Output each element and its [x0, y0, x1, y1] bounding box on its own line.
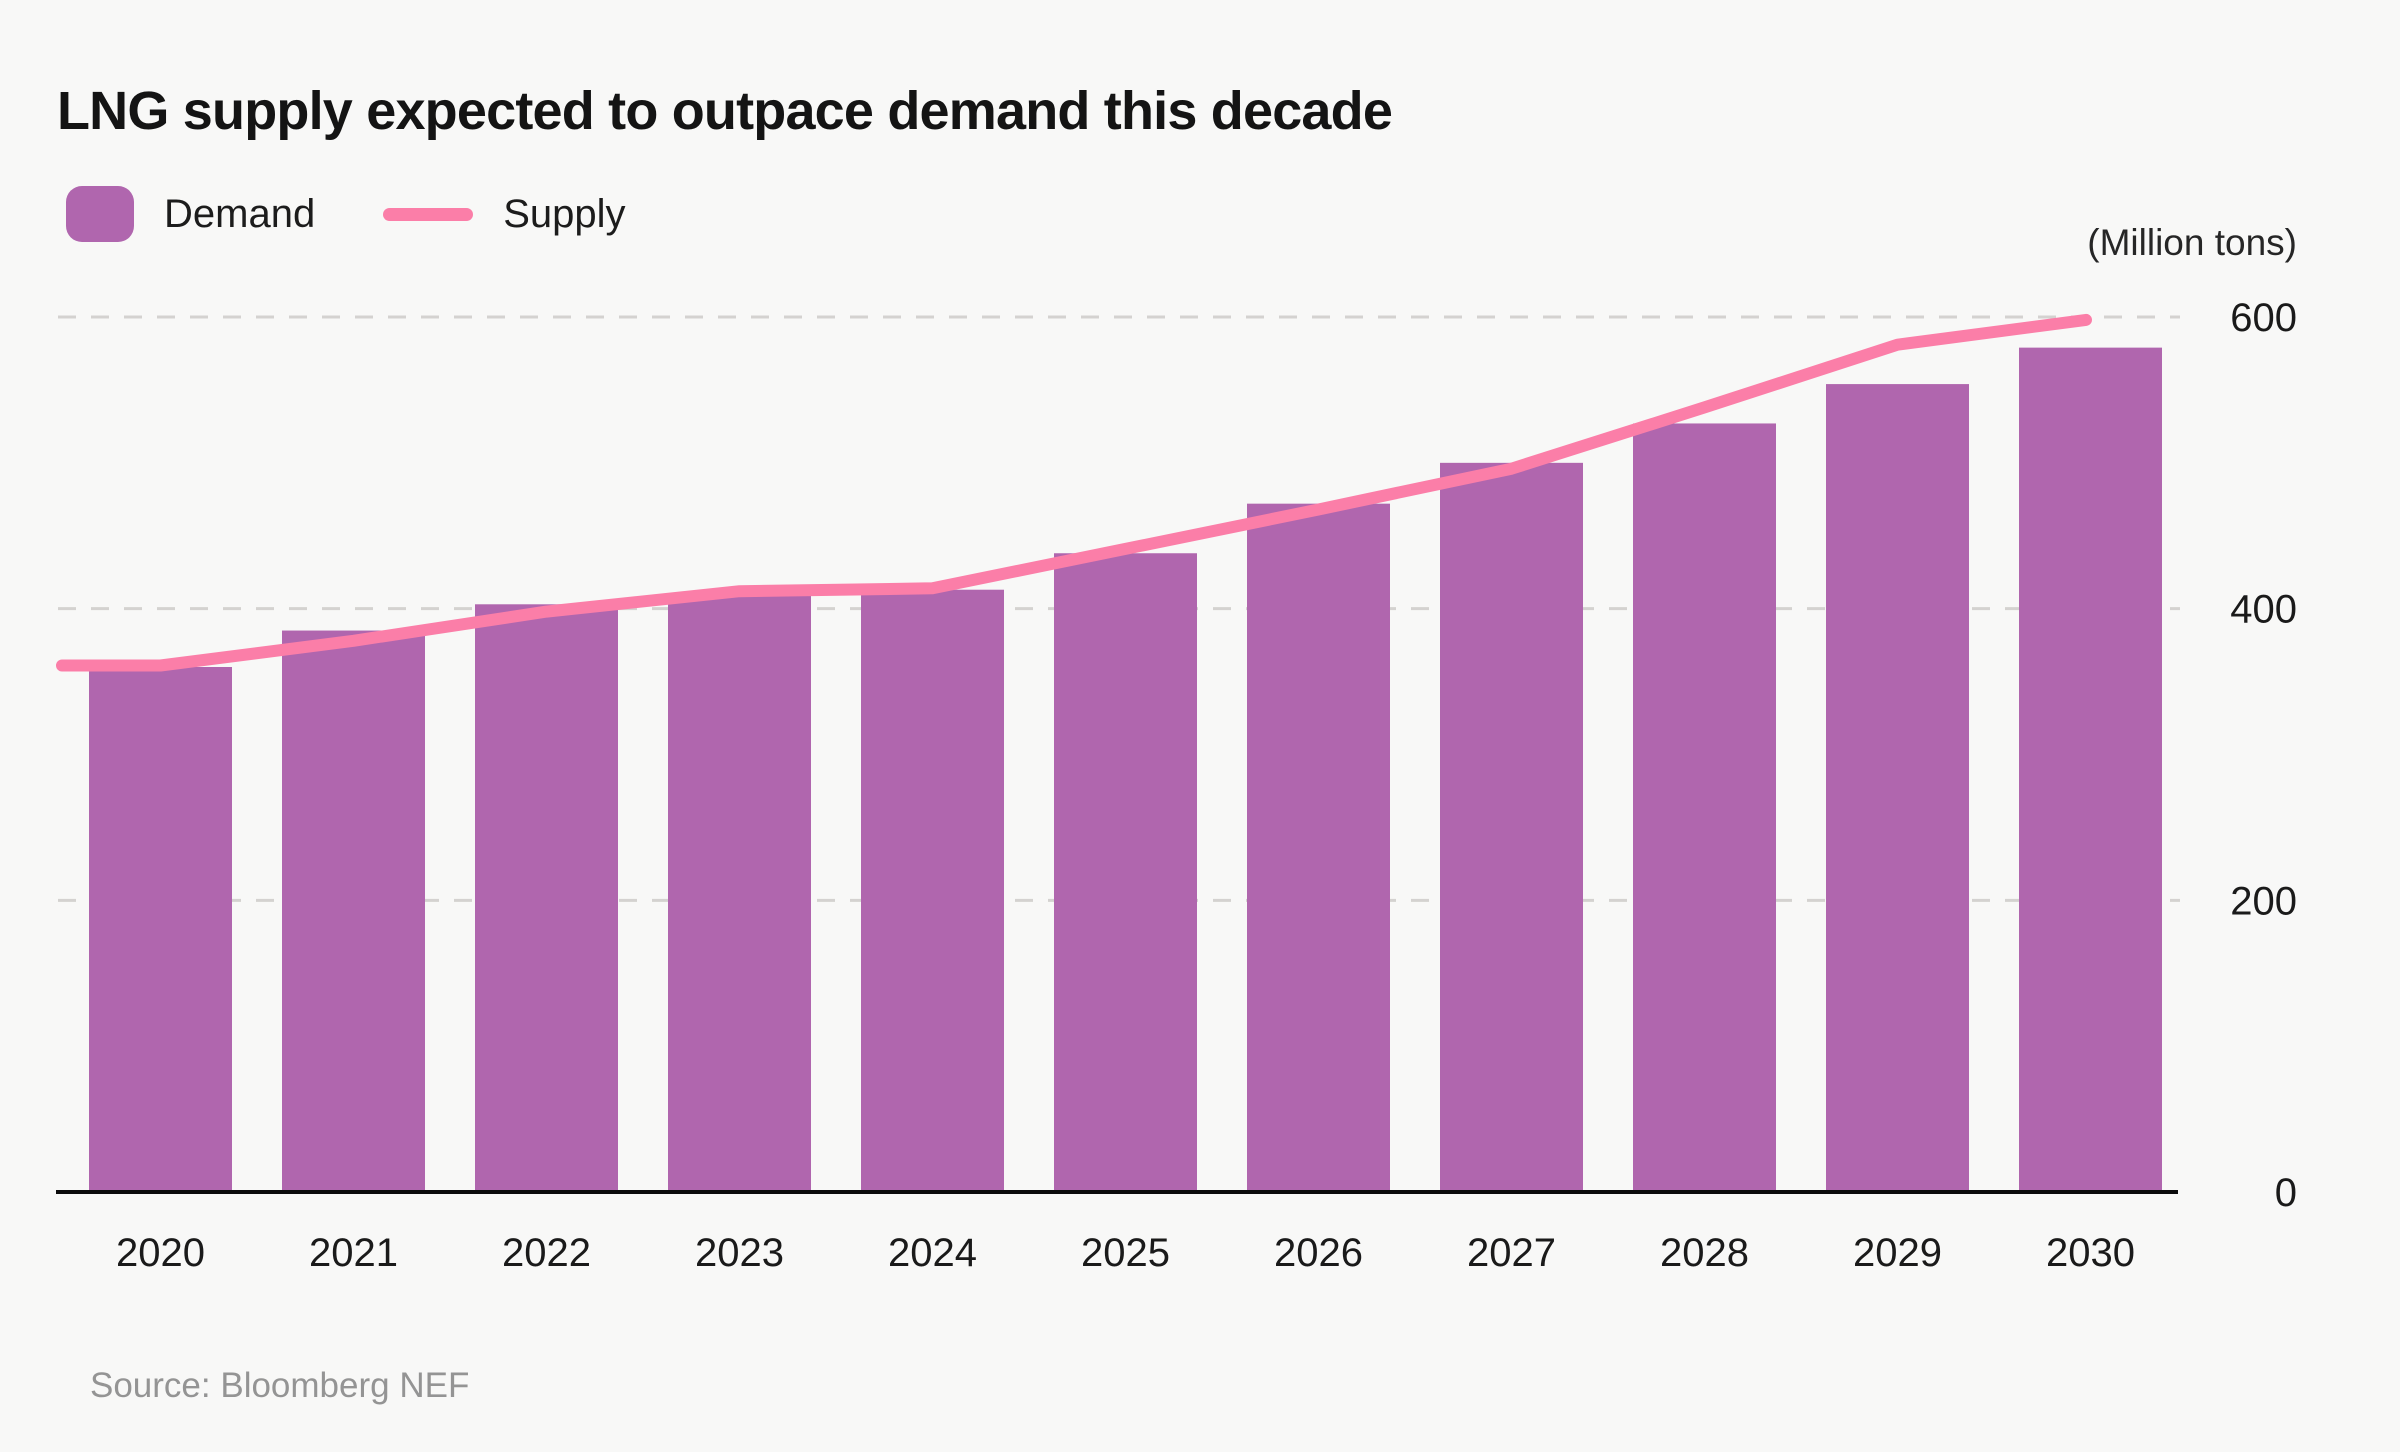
bar-2028: [1633, 423, 1776, 1192]
demand-swatch: [66, 186, 134, 242]
supply-swatch: [383, 207, 474, 221]
chart-title: LNG supply expected to outpace demand th…: [57, 81, 1393, 141]
y-tick-label-400: 400: [2230, 588, 2297, 632]
demand-legend-label: Demand: [164, 191, 316, 236]
x-tick-label-2024: 2024: [888, 1231, 977, 1275]
x-tick-label-2026: 2026: [1274, 1231, 1363, 1275]
source-label: Source: Bloomberg NEF: [90, 1366, 470, 1405]
bar-2029: [1826, 384, 1969, 1192]
x-tick-label-2021: 2021: [309, 1231, 398, 1275]
y-tick-label-600: 600: [2230, 296, 2297, 340]
bar-2021: [282, 630, 425, 1192]
x-tick-label-2020: 2020: [116, 1231, 205, 1275]
y-tick-label-0: 0: [2275, 1171, 2297, 1215]
x-tick-label-2030: 2030: [2046, 1231, 2135, 1275]
x-tick-label-2027: 2027: [1467, 1231, 1556, 1275]
bar-2027: [1440, 462, 1583, 1192]
bar-2022: [475, 604, 618, 1192]
bar-2025: [1054, 553, 1197, 1192]
bar-2030: [2019, 347, 2162, 1192]
bar-2024: [861, 589, 1004, 1192]
bar-2023: [668, 594, 811, 1192]
chart-legend: Demand Supply: [66, 186, 626, 242]
x-tick-label-2023: 2023: [695, 1231, 784, 1275]
x-tick-label-2029: 2029: [1853, 1231, 1942, 1275]
bar-2020: [89, 667, 232, 1192]
bar-2026: [1247, 503, 1390, 1193]
x-tick-label-2028: 2028: [1660, 1231, 1749, 1275]
supply-legend-label: Supply: [503, 191, 626, 236]
y-tick-label-200: 200: [2230, 879, 2297, 923]
y-axis-unit-label: (Million tons): [2087, 222, 2297, 263]
x-tick-label-2022: 2022: [502, 1231, 591, 1275]
x-tick-label-2025: 2025: [1081, 1231, 1170, 1275]
supply-line: [56, 313, 2092, 672]
